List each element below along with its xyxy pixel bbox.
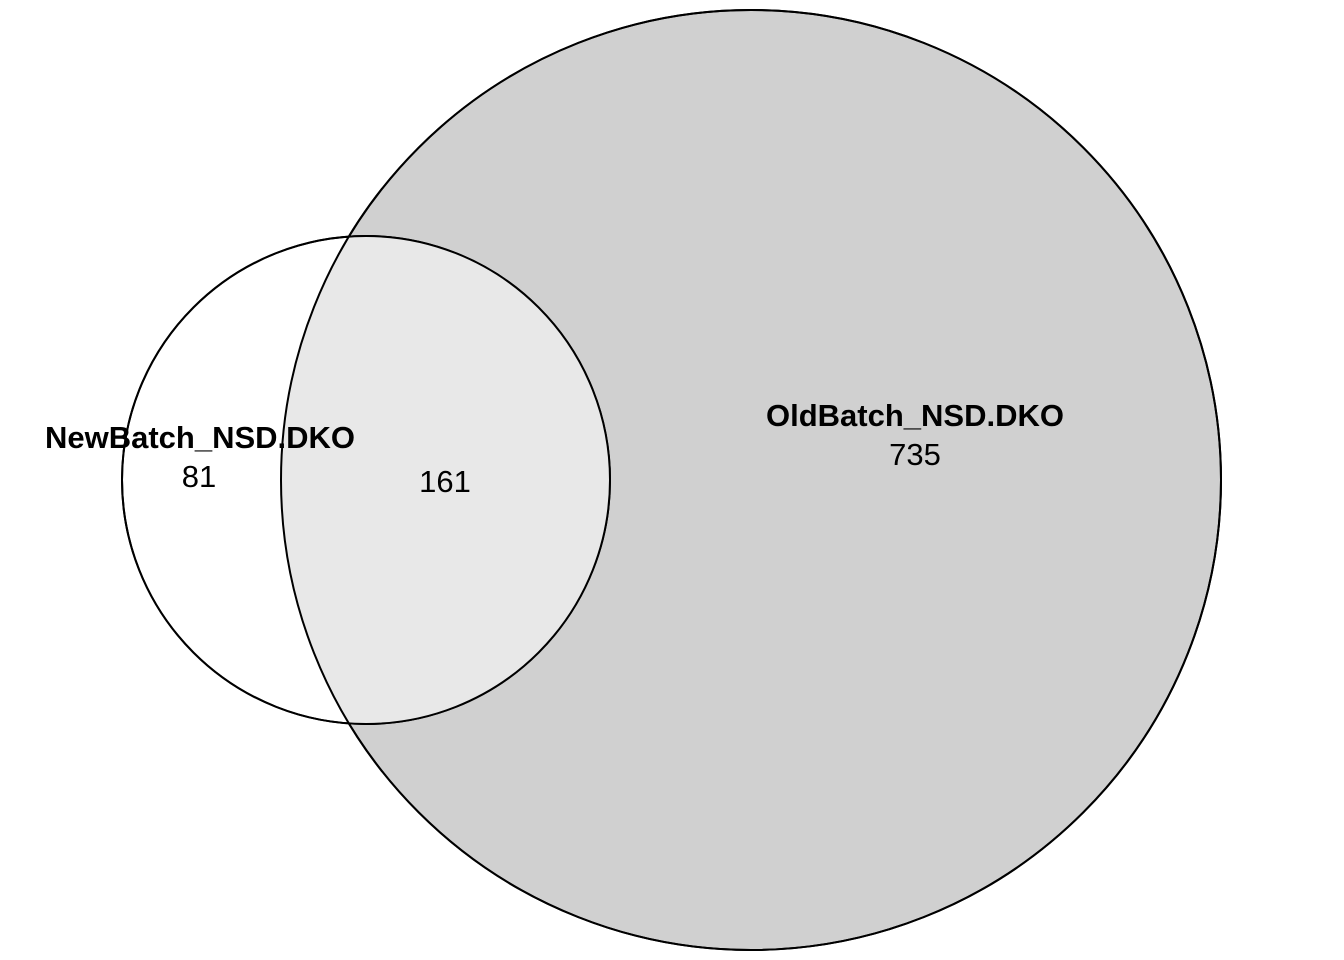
newbatch-set-label: NewBatch_NSD.DKO	[45, 420, 355, 455]
oldbatch-only-count: 735	[889, 437, 941, 472]
newbatch-outline	[121, 235, 611, 725]
oldbatch-set-label: OldBatch_NSD.DKO	[766, 398, 1064, 433]
intersection-count: 161	[419, 464, 471, 499]
oldbatch-outline	[280, 9, 1222, 951]
newbatch-only-count: 81	[182, 459, 216, 494]
